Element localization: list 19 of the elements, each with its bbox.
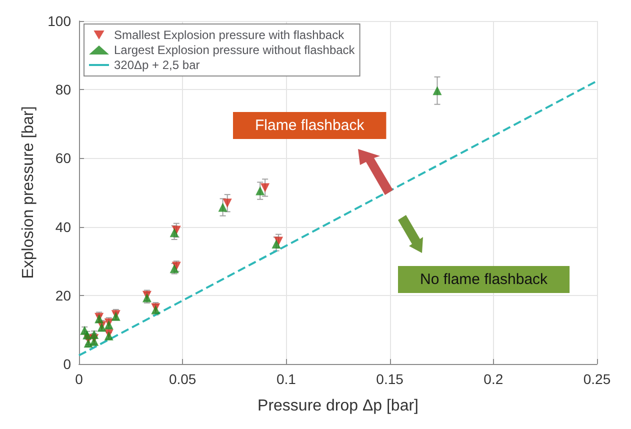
x-tick-label: 0.25 xyxy=(583,371,611,387)
y-tick-label: 0 xyxy=(63,356,72,372)
x-tick-label: 0.2 xyxy=(484,371,504,387)
y-tick-label: 60 xyxy=(55,150,72,166)
y-tick-label: 40 xyxy=(55,218,72,235)
x-tick-label: 0 xyxy=(75,371,84,387)
annotation: Flame flashback xyxy=(255,117,365,134)
y-tick-label: 100 xyxy=(48,13,72,29)
y-tick-label: 20 xyxy=(55,287,72,304)
legend-label: 320Δp + 2,5 bar xyxy=(114,58,200,72)
y-tick-label: 80 xyxy=(55,82,72,98)
x-tick-label: 0.05 xyxy=(168,371,196,387)
x-tick-label: 0.15 xyxy=(376,371,404,387)
legend-label: Smallest Explosion pressure with flashback xyxy=(114,28,346,42)
annotation: No flame flashback xyxy=(420,271,548,288)
y-axis-title: Explosion pressure [bar] xyxy=(20,106,38,279)
x-axis-title: Pressure drop Δp [bar] xyxy=(258,398,418,414)
legend-label: Largest Explosion pressure without flashback xyxy=(114,43,356,57)
x-tick-label: 0.1 xyxy=(276,371,296,387)
